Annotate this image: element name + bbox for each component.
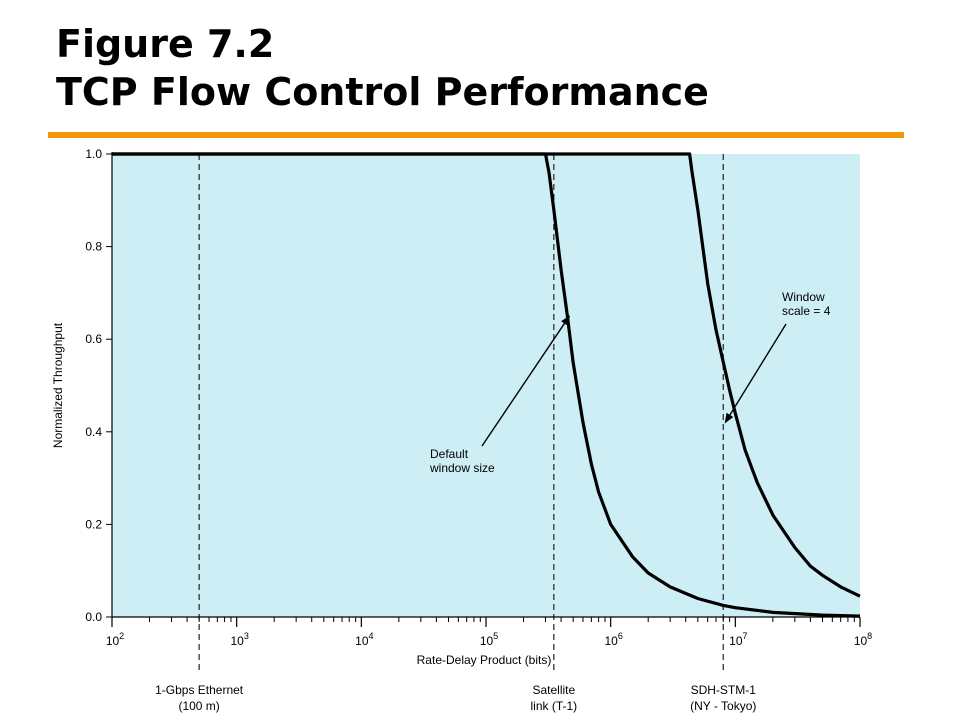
- annotation-2-line-1: Window: [782, 290, 825, 304]
- reference-label-3-line-1: SDH-STM-1: [691, 683, 757, 697]
- y-tick-label: 0.6: [85, 332, 102, 346]
- reference-label-1-line-2: (100 m): [178, 699, 219, 713]
- annotation-1-line-2: window size: [429, 461, 495, 475]
- series-line-1: [112, 152, 861, 618]
- series-line-2: [112, 152, 861, 598]
- x-tick-label: 108: [854, 631, 872, 648]
- y-tick-label: 0.2: [85, 517, 102, 531]
- plot-area: [112, 154, 860, 617]
- title-underline: [48, 132, 904, 138]
- x-tick-label: 104: [355, 631, 373, 648]
- y-tick-label: 0.4: [85, 425, 102, 439]
- slide-title-line-2: TCP Flow Control Performance: [56, 70, 709, 114]
- annotation-2-line-2: scale = 4: [782, 304, 831, 318]
- x-tick-label: 106: [604, 631, 622, 648]
- y-tick-label: 1.0: [85, 147, 102, 161]
- y-tick-label: 0.0: [85, 610, 102, 624]
- annotation-2-arrow: [724, 323, 787, 424]
- x-tick-label: 105: [480, 631, 498, 648]
- x-tick-label: 102: [106, 631, 124, 648]
- slide-title: Figure 7.2 TCP Flow Control Performance: [56, 20, 709, 116]
- reference-label-2-line-1: Satellite: [532, 683, 575, 697]
- x-axis-label: Rate-Delay Product (bits): [417, 653, 552, 667]
- y-tick-label: 0.8: [85, 240, 102, 254]
- annotation-1-arrow: [481, 315, 571, 447]
- x-tick-label: 103: [230, 631, 248, 648]
- reference-label-3-line-2: (NY - Tokyo): [690, 699, 756, 713]
- y-axis-label: Normalized Throughput: [51, 322, 65, 448]
- slide-title-line-1: Figure 7.2: [56, 22, 275, 66]
- reference-label-1-line-1: 1-Gbps Ethernet: [155, 683, 244, 697]
- reference-label-2-line-2: link (T-1): [530, 699, 577, 713]
- x-tick-label: 107: [729, 631, 747, 648]
- annotation-1-line-1: Default: [430, 447, 469, 461]
